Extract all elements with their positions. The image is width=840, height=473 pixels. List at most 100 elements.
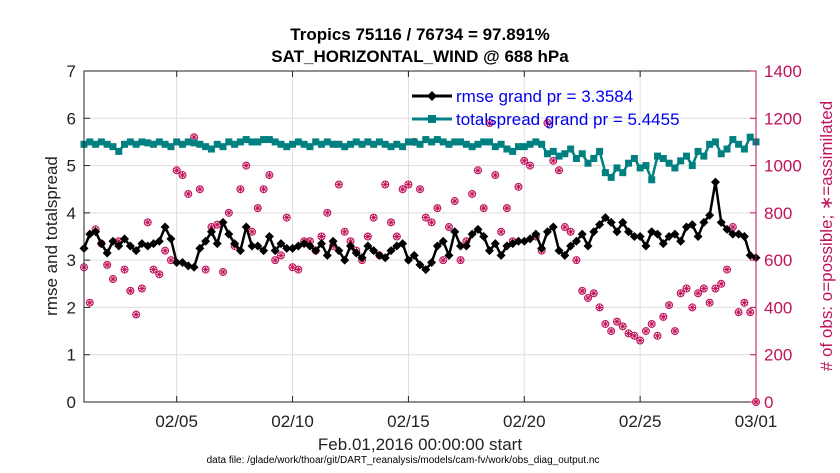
totalspread-point bbox=[283, 143, 291, 151]
obs-assimilated-point bbox=[155, 270, 163, 278]
rmse-point bbox=[658, 239, 668, 249]
totalspread-point bbox=[619, 169, 627, 177]
obs-assimilated-point bbox=[126, 287, 134, 295]
totalspread-point bbox=[381, 140, 389, 148]
obs-assimilated-point bbox=[306, 237, 314, 245]
x-tick-label: 02/25 bbox=[619, 412, 662, 431]
totalspread-point bbox=[404, 138, 412, 146]
obs-assimilated-point bbox=[416, 185, 424, 193]
rmse-point bbox=[345, 241, 355, 251]
obs-assimilated-point bbox=[706, 299, 714, 307]
obs-assimilated-point bbox=[480, 204, 488, 212]
rmse-point bbox=[311, 246, 321, 256]
rmse-point bbox=[131, 246, 141, 256]
totalspread-point bbox=[735, 140, 743, 148]
totalspread-point bbox=[491, 143, 499, 151]
rmse-point bbox=[513, 236, 523, 246]
obs-assimilated-point bbox=[213, 221, 221, 229]
totalspread-point bbox=[190, 139, 198, 147]
obs-assimilated-point bbox=[265, 171, 273, 179]
rmse-point bbox=[212, 239, 222, 249]
totalspread-point bbox=[572, 154, 580, 162]
totalspread-point bbox=[167, 143, 175, 151]
totalspread-point bbox=[150, 140, 158, 148]
rmse-point bbox=[160, 222, 170, 232]
obs-assimilated-point bbox=[254, 204, 262, 212]
obs-assimilated-point bbox=[190, 133, 198, 141]
totalspread-point bbox=[364, 138, 372, 146]
y-axis-label-left: rmse and totalspread bbox=[42, 156, 61, 316]
totalspread-point bbox=[677, 157, 685, 165]
obs-assimilated-point bbox=[393, 233, 401, 240]
totalspread-point bbox=[184, 138, 192, 146]
totalspread-point bbox=[543, 150, 551, 158]
rmse-point bbox=[259, 246, 269, 256]
y-tick-label-left: 2 bbox=[67, 298, 76, 317]
totalspread-point bbox=[439, 138, 447, 146]
totalspread-point bbox=[121, 140, 129, 148]
obs-assimilated-point bbox=[665, 301, 673, 309]
rmse-point bbox=[253, 241, 263, 251]
obs-assimilated-point bbox=[399, 185, 407, 193]
y-tick-label-left: 3 bbox=[67, 251, 76, 270]
obs-assimilated-point bbox=[445, 223, 453, 231]
rmse-point bbox=[716, 217, 726, 227]
obs-assimilated-point bbox=[236, 185, 244, 193]
obs-assimilated-point bbox=[144, 218, 152, 226]
obs-assimilated-point bbox=[468, 190, 476, 198]
rmse-point bbox=[461, 241, 471, 251]
totalspread-point bbox=[161, 140, 169, 148]
obs-assimilated-point bbox=[711, 285, 719, 293]
rmse-point bbox=[595, 220, 605, 230]
totalspread-point bbox=[561, 150, 569, 158]
rmse-point bbox=[415, 260, 425, 270]
obs-assimilated-point bbox=[178, 171, 186, 179]
totalspread-point bbox=[723, 145, 731, 153]
obs-assimilated-point bbox=[613, 318, 621, 326]
obs-assimilated-point bbox=[486, 119, 494, 127]
rmse-point bbox=[531, 229, 541, 239]
obs-assimilated-point bbox=[630, 332, 638, 340]
obs-assimilated-point bbox=[590, 289, 598, 297]
rmse-point bbox=[653, 229, 663, 239]
totalspread-point bbox=[457, 138, 465, 146]
totalspread-point bbox=[289, 140, 297, 148]
totalspread-point bbox=[265, 136, 273, 144]
totalspread-point bbox=[375, 138, 383, 146]
rmse-point bbox=[496, 250, 506, 260]
obs-assimilated-point bbox=[219, 268, 227, 276]
rmse-point bbox=[241, 222, 251, 232]
y-tick-label-right: 800 bbox=[764, 204, 792, 223]
obs-assimilated-point bbox=[526, 162, 534, 170]
totalspread-point bbox=[688, 162, 696, 170]
totalspread-point bbox=[711, 138, 719, 146]
totalspread-point bbox=[329, 140, 337, 148]
rmse-point bbox=[218, 217, 228, 227]
rmse-point bbox=[317, 239, 327, 249]
data-file-footer: data file: /glade/work/thoar/git/DART_re… bbox=[207, 455, 600, 466]
rmse-point bbox=[566, 241, 576, 251]
totalspread-point bbox=[178, 140, 186, 148]
y-tick-label-left: 7 bbox=[67, 62, 76, 81]
obs-assimilated-point bbox=[433, 204, 441, 212]
legend-rmse-marker bbox=[427, 91, 437, 101]
totalspread-point bbox=[260, 136, 268, 144]
obs-assimilated-point bbox=[346, 237, 354, 245]
rmse-point bbox=[577, 229, 587, 239]
rmse-point bbox=[166, 234, 176, 244]
rmse-point bbox=[195, 243, 205, 253]
obs-assimilated-point bbox=[248, 228, 256, 236]
rmse-point bbox=[351, 248, 361, 258]
obs-assimilated-point bbox=[318, 233, 326, 240]
rmse-point bbox=[154, 236, 164, 246]
y-tick-label-left: 6 bbox=[67, 109, 76, 128]
totalspread-point bbox=[323, 138, 331, 146]
totalspread-point bbox=[706, 140, 714, 148]
obs-assimilated-point bbox=[642, 327, 650, 335]
rmse-point bbox=[322, 250, 332, 260]
obs-assimilated-point bbox=[462, 237, 470, 245]
rmse-point bbox=[247, 241, 257, 251]
totalspread-point bbox=[138, 138, 146, 146]
totalspread-point bbox=[132, 140, 140, 148]
